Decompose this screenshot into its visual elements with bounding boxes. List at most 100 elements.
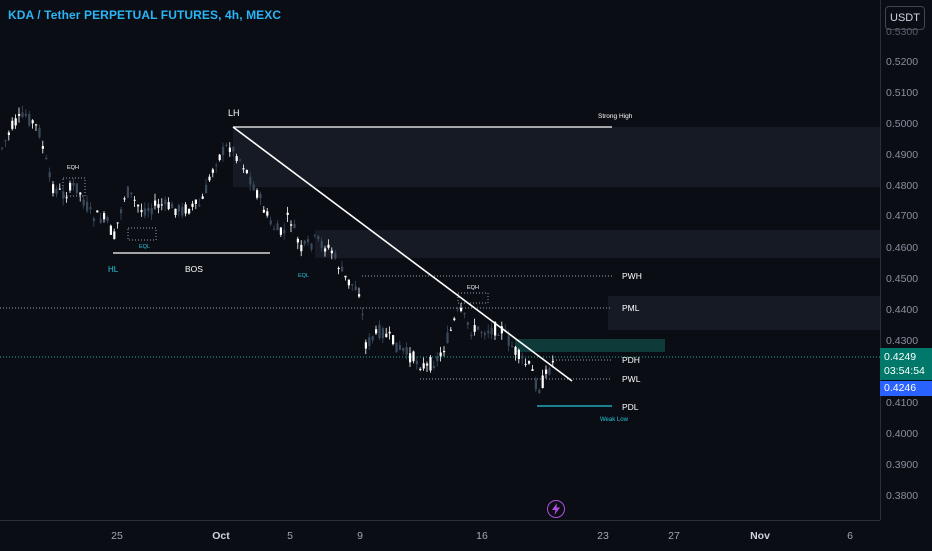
candle-body xyxy=(41,146,44,149)
lightning-icon[interactable] xyxy=(547,500,565,518)
candle-body xyxy=(211,169,214,173)
candle-body xyxy=(89,207,92,209)
candle-body xyxy=(324,248,327,252)
candle-body xyxy=(201,196,204,199)
candle-body xyxy=(75,183,78,193)
candle-body xyxy=(215,165,218,167)
candle-body xyxy=(290,224,293,226)
candle-body xyxy=(351,283,354,286)
time-axis[interactable] xyxy=(0,520,880,551)
label-pwh: PWH xyxy=(622,271,642,281)
candle-body xyxy=(171,203,174,209)
candle-body xyxy=(24,114,27,116)
label-bos: BOS xyxy=(185,264,203,274)
candle-body xyxy=(58,188,61,190)
candle-body xyxy=(303,240,306,245)
label-eql-2: EQL xyxy=(298,273,309,279)
candle-body xyxy=(79,192,82,195)
candle-body xyxy=(378,324,381,339)
candle-body xyxy=(279,227,282,235)
cursor-price-tag: 0.4246 xyxy=(880,381,932,396)
price-tick: 0.4700 xyxy=(886,210,919,222)
candle-body xyxy=(524,363,527,365)
candle-body xyxy=(531,369,534,371)
price-axis[interactable] xyxy=(880,0,932,520)
chart-pane[interactable]: LH Strong High EQH EQL HL BOS EQL EQH PW… xyxy=(0,0,880,520)
label-pwl: PWL xyxy=(622,374,641,384)
candle-body xyxy=(164,199,167,205)
price-tick: 0.5000 xyxy=(886,118,919,130)
label-strong-high: Strong High xyxy=(598,113,633,120)
candle-body xyxy=(222,146,225,156)
candle-body xyxy=(487,330,490,334)
candle-body xyxy=(55,188,58,195)
candle-body xyxy=(480,331,483,333)
candle-body xyxy=(432,365,435,369)
candle-body xyxy=(266,211,269,216)
candle-body xyxy=(364,342,367,349)
candle-body xyxy=(21,112,24,117)
candle-body xyxy=(99,218,102,223)
candle-body xyxy=(296,238,299,243)
candle-body xyxy=(313,234,316,236)
candle-body xyxy=(453,318,456,321)
candle-body xyxy=(147,208,150,212)
candle-body xyxy=(239,159,242,161)
candle-body xyxy=(18,114,21,116)
price-tick: 0.5100 xyxy=(886,87,919,99)
candle-body xyxy=(252,184,255,191)
bar-countdown: 03:54:54 xyxy=(884,365,925,377)
candle-body xyxy=(177,205,180,212)
candle-body xyxy=(259,193,262,199)
candle-body xyxy=(4,140,7,142)
candle-body xyxy=(167,202,170,210)
price-tick: 0.4900 xyxy=(886,149,919,161)
candle-body xyxy=(143,208,146,216)
candle-body xyxy=(205,184,208,194)
candle-body xyxy=(429,357,432,371)
candle-body xyxy=(507,335,510,346)
last-price-value: 0.4249 xyxy=(884,351,917,363)
candle-body xyxy=(460,307,463,312)
candle-body xyxy=(245,169,248,174)
candle-body xyxy=(65,197,68,199)
candle-body xyxy=(256,190,259,198)
candles xyxy=(1,105,554,395)
candle-body xyxy=(154,200,157,206)
label-hl: HL xyxy=(108,265,119,274)
candle-body xyxy=(477,326,480,330)
candle-body xyxy=(347,279,350,286)
candle-body xyxy=(276,223,279,231)
price-tick-partial: 0.5300 xyxy=(886,26,919,38)
candle-body xyxy=(361,313,364,316)
candle-body xyxy=(86,201,89,212)
candle-body xyxy=(371,336,374,341)
time-label: 9 xyxy=(357,530,363,542)
candle-body xyxy=(344,275,347,278)
candle-body xyxy=(96,210,99,213)
candle-body xyxy=(483,332,486,336)
candle-body xyxy=(548,367,551,375)
candle-body xyxy=(38,128,41,138)
candle-body xyxy=(398,344,401,350)
candle-body xyxy=(436,356,439,362)
candle-body xyxy=(157,204,160,208)
candle-body xyxy=(354,286,357,291)
trend-line xyxy=(232,126,573,382)
symbol-title[interactable]: KDA / Tether PERPETUAL FUTURES, 4h, MEXC xyxy=(8,8,282,22)
candle-body xyxy=(358,294,361,297)
candle-body xyxy=(307,239,310,242)
candle-body xyxy=(528,361,531,364)
label-pml: PML xyxy=(622,303,640,313)
candle-body xyxy=(517,349,520,360)
lightning-icon-glyph xyxy=(552,503,560,515)
candle-body xyxy=(456,308,459,310)
candle-body xyxy=(218,154,221,161)
candle-body xyxy=(500,326,503,334)
candle-body xyxy=(140,209,143,213)
currency-button[interactable]: USDT xyxy=(885,6,925,30)
candle-body xyxy=(490,327,493,335)
candle-body xyxy=(31,120,34,124)
candle-body xyxy=(330,250,333,254)
candle-body xyxy=(494,321,497,336)
